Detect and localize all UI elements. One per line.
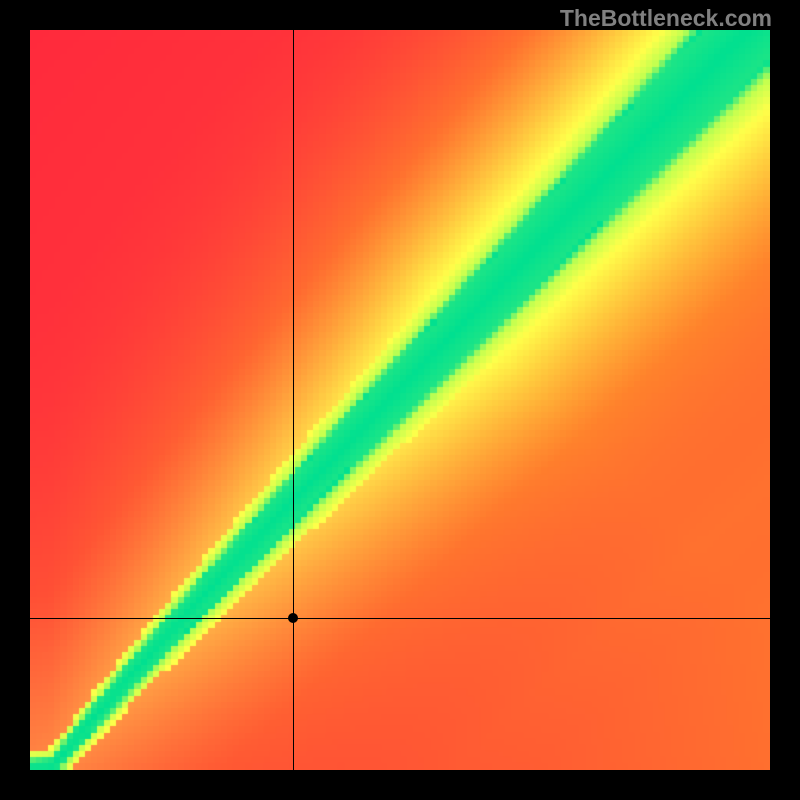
crosshair-vertical	[293, 30, 294, 770]
crosshair-horizontal	[30, 618, 770, 619]
heatmap-canvas	[30, 30, 770, 770]
heatmap-plot	[30, 30, 770, 770]
chart-container: TheBottleneck.com	[0, 0, 800, 800]
watermark-text: TheBottleneck.com	[560, 5, 772, 32]
crosshair-dot	[288, 613, 298, 623]
